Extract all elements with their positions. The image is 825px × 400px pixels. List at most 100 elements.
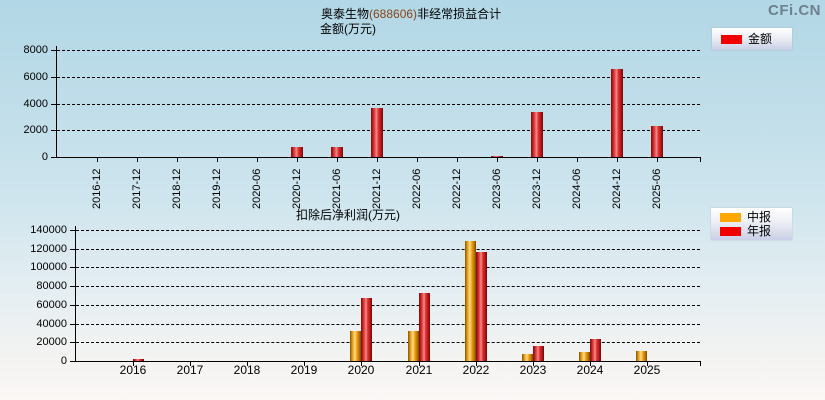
legend-label-amount: 金额: [748, 32, 773, 46]
y-axis-label: 140000: [30, 224, 67, 236]
x-axis-tick: [257, 158, 258, 162]
bar-年报-2021: [419, 292, 430, 361]
y-axis-tick: [70, 305, 75, 306]
legend-swatch-annual: [720, 226, 741, 236]
gridline: [57, 104, 700, 105]
x-axis-tick: [304, 362, 305, 366]
gridline: [76, 230, 700, 231]
bar-金额-2025-06: [651, 126, 663, 157]
y-axis-label: 0: [60, 355, 67, 367]
gridline: [76, 305, 700, 306]
gridline: [76, 324, 700, 325]
legend-label-annual: 年报: [747, 224, 772, 238]
bar-金额-2020-12: [291, 147, 303, 157]
x-axis-tick: [537, 158, 538, 162]
x-axis-tick: [617, 158, 618, 162]
bar-中报-2023: [522, 353, 533, 361]
stock-code: (688606): [369, 7, 418, 21]
y-axis-tick: [70, 324, 75, 325]
bar-中报-2025: [636, 350, 647, 361]
legend-swatch-amount: [721, 34, 742, 44]
x-axis-label: 2018: [233, 363, 261, 377]
legend-label-interim: 中报: [747, 210, 772, 224]
y-axis-tick: [70, 267, 75, 268]
x-axis-label: 2019: [290, 363, 318, 377]
bar-年报-2016: [133, 359, 144, 361]
y-axis-label: 0: [41, 151, 48, 163]
y-axis-label: 120000: [30, 243, 67, 255]
legend-row-annual: 年报: [720, 225, 792, 237]
top-metric-name: 非经常损益合计: [417, 7, 502, 21]
y-axis-label: 100000: [30, 261, 67, 273]
gridline: [76, 342, 700, 343]
y-axis-tick: [51, 157, 56, 158]
legend-row-interim: 中报: [720, 211, 792, 223]
y-axis-label: 2000: [23, 124, 48, 136]
x-axis-tick: [457, 158, 458, 162]
x-axis-line: [75, 361, 701, 362]
x-axis-tick: [337, 158, 338, 162]
bar-金额-2023-06: [491, 155, 503, 157]
x-axis-label: 2024: [576, 363, 604, 377]
x-axis-tick: [177, 158, 178, 162]
x-axis-tick: [647, 362, 648, 366]
bottom-legend: 中报 年报: [711, 208, 792, 240]
x-axis-tick: [497, 158, 498, 162]
x-axis-label: 2022: [462, 363, 490, 377]
x-axis-tick: [137, 158, 138, 162]
top-chart-unit: 金额(万元): [320, 22, 376, 36]
bar-中报-2020: [350, 331, 361, 361]
gridline: [76, 267, 700, 268]
x-axis-label: 2020: [347, 363, 375, 377]
y-axis-tick: [70, 249, 75, 250]
bar-年报-2022: [476, 251, 487, 361]
bar-金额-2023-12: [531, 111, 543, 157]
y-axis-tick: [70, 361, 75, 362]
x-axis-line: [56, 157, 701, 158]
y-axis-tick: [51, 130, 56, 131]
legend-swatch-interim: [720, 212, 741, 222]
x-axis-tick: [657, 158, 658, 162]
top-chart-title: 奥泰生物(688606)非经常损益合计: [321, 7, 501, 21]
x-axis-tick: [476, 362, 477, 366]
y-axis-tick: [70, 230, 75, 231]
y-axis-line: [75, 226, 76, 361]
y-axis-label: 6000: [23, 71, 48, 83]
y-axis-tick: [70, 286, 75, 287]
x-axis-label: 2016: [119, 363, 147, 377]
y-axis-label: 60000: [36, 299, 67, 311]
x-axis-tick: [133, 362, 134, 366]
y-axis-tick: [70, 342, 75, 343]
x-axis-tick: [247, 362, 248, 366]
bar-金额-2024-12: [611, 68, 623, 157]
y-axis-label: 40000: [36, 318, 67, 330]
bar-中报-2021: [408, 331, 419, 361]
y-axis-line: [56, 46, 57, 157]
x-axis-tick: [377, 158, 378, 162]
bottom-chart-title: 扣除后净利润(万元): [296, 208, 400, 222]
x-axis-end-tick: [700, 362, 701, 366]
x-axis-tick: [533, 362, 534, 366]
y-axis-label: 4000: [23, 98, 48, 110]
y-axis-label: 8000: [23, 44, 48, 56]
y-axis-tick: [51, 77, 56, 78]
x-axis-end-tick: [700, 158, 701, 162]
y-axis-tick: [51, 50, 56, 51]
x-axis-label: 2025: [633, 363, 661, 377]
y-axis-label: 20000: [36, 336, 67, 348]
x-axis-tick: [97, 158, 98, 162]
bar-年报-2020: [361, 298, 372, 361]
x-axis-tick: [577, 158, 578, 162]
gridline: [57, 50, 700, 51]
x-axis-label: 2021: [405, 363, 433, 377]
bar-中报-2022: [465, 241, 476, 361]
bar-年报-2023: [533, 346, 544, 361]
x-axis-tick: [361, 362, 362, 366]
x-axis-tick: [217, 158, 218, 162]
bar-金额-2021-06: [331, 147, 343, 157]
bar-中报-2024: [579, 352, 590, 361]
x-axis-tick: [590, 362, 591, 366]
x-axis-tick: [190, 362, 191, 366]
